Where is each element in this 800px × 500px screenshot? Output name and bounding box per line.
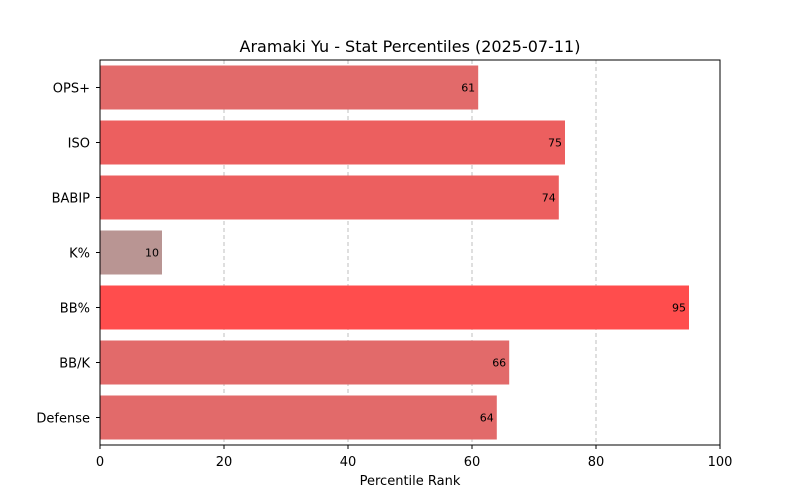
y-tick-label: BABIP [52,192,91,207]
y-tick-label: ISO [68,137,90,152]
y-tick-label: BB/K [59,357,90,372]
x-axis-label: Percentile Rank [360,474,461,489]
x-tick-label: 0 [96,455,104,470]
bar [100,285,689,330]
y-tick-label: BB% [60,302,90,317]
data-label: 95 [672,302,686,315]
x-tick-label: 20 [216,455,233,470]
x-tick-label: 40 [340,455,357,470]
axes: OPS+ ISO BABIP K% BB% BB/K Defense 0 20 40 60 80 100 [36,82,732,471]
bar [100,175,559,220]
bar [100,340,510,385]
y-tick-label: OPS+ [53,82,90,97]
data-label: 74 [542,192,556,205]
plot-frame [99,59,721,446]
chart-title: Aramaki Yu - Stat Percentiles (2025-07-1… [240,37,581,56]
y-tick-label: Defense [36,412,90,427]
data-label: 64 [480,412,494,425]
x-tick-label: 100 [708,455,733,470]
data-label: 66 [492,357,506,370]
bar [100,230,162,275]
bar [100,65,479,110]
bar [100,395,497,440]
data-label: 10 [145,247,159,260]
x-tick-label: 80 [588,455,605,470]
bars: 61 75 74 10 95 66 64 [100,65,689,440]
x-tick-label: 60 [464,455,481,470]
y-tick-label: K% [69,247,90,262]
data-label: 61 [461,82,475,95]
grid-lines [223,60,597,445]
bar [100,120,565,165]
data-label: 75 [548,137,562,150]
